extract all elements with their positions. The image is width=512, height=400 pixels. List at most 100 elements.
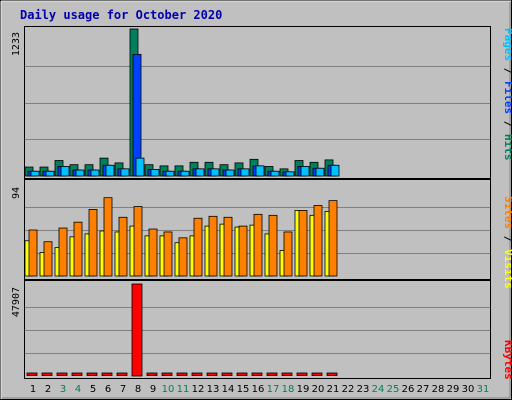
y-max-label: 47907 [11, 287, 22, 317]
x-label-day-23: 23 [357, 384, 370, 395]
x-label-day-15: 15 [237, 384, 250, 395]
x-label-day-9: 9 [150, 384, 156, 395]
bar-sites-day-9 [148, 228, 158, 277]
x-label-day-29: 29 [447, 384, 460, 395]
x-label-day-4: 4 [75, 384, 81, 395]
x-label-day-28: 28 [432, 384, 445, 395]
bar-pages-day-21 [330, 164, 340, 177]
bar-pages-day-3 [60, 166, 70, 177]
bar-kbytes-day-13 [206, 372, 218, 376]
bar-kbytes-day-8 [131, 283, 143, 377]
bar-pages-day-10 [165, 170, 175, 177]
bar-kbytes-day-4 [71, 372, 83, 376]
x-label-day-25: 25 [387, 384, 400, 395]
panel-hits-files-pages: 1233 [11, 26, 491, 179]
bar-kbytes-day-7 [116, 372, 128, 376]
bar-pages-day-2 [45, 170, 55, 177]
bar-sites-day-5 [88, 209, 98, 277]
bar-pages-day-8 [135, 157, 145, 177]
bar-sites-day-20 [313, 205, 323, 277]
x-label-day-10: 10 [162, 384, 175, 395]
series-label-sites: Sites [502, 196, 512, 229]
bar-pages-day-12 [195, 168, 205, 177]
bar-kbytes-day-11 [176, 372, 188, 376]
x-label-day-31: 31 [477, 384, 490, 395]
bar-pages-day-14 [225, 169, 235, 177]
series-label-visits: Visits [502, 249, 512, 289]
y-max-label: 1233 [11, 32, 22, 56]
x-label-day-5: 5 [90, 384, 96, 395]
bar-kbytes-day-1 [26, 372, 38, 376]
series-label-pages: Pages [502, 28, 512, 61]
bar-sites-day-3 [58, 227, 68, 277]
bar-sites-day-11 [178, 237, 188, 277]
bar-sites-day-1 [28, 229, 38, 277]
bar-kbytes-day-15 [236, 372, 248, 376]
series-labels: Pages / Files / Hits Sites / Visits KBytes [502, 28, 512, 380]
bar-pages-day-1 [30, 170, 40, 177]
bar-sites-day-7 [118, 216, 128, 277]
x-label-day-8: 8 [135, 384, 141, 395]
panel-kbytes: 47907 [11, 280, 491, 379]
bar-sites-day-17 [268, 214, 278, 277]
bar-kbytes-day-16 [251, 372, 263, 376]
series-label-kbytes: KBytes [502, 340, 512, 380]
x-label-day-11: 11 [177, 384, 190, 395]
x-label-day-18: 18 [282, 384, 295, 395]
bar-sites-day-6 [103, 197, 113, 277]
x-label-day-19: 19 [297, 384, 310, 395]
bar-kbytes-day-14 [221, 372, 233, 376]
x-label-day-7: 7 [120, 384, 126, 395]
bar-pages-day-15 [240, 168, 250, 177]
bar-kbytes-day-20 [311, 372, 323, 376]
x-label-day-2: 2 [45, 384, 51, 395]
bar-sites-day-10 [163, 231, 173, 277]
bar-kbytes-day-6 [101, 372, 113, 376]
x-label-day-30: 30 [462, 384, 475, 395]
x-label-day-27: 27 [417, 384, 430, 395]
bar-pages-day-19 [300, 166, 310, 177]
label-separator: / [502, 61, 512, 81]
panel-visits-sites: 94 [11, 179, 491, 280]
chart-panels: 1233 94 47907 [11, 26, 491, 379]
bar-sites-day-18 [283, 231, 293, 277]
y-max-label: 94 [11, 187, 22, 199]
label-separator: / [502, 229, 512, 249]
bar-kbytes-day-12 [191, 372, 203, 376]
bar-kbytes-day-5 [86, 372, 98, 376]
x-label-day-17: 17 [267, 384, 280, 395]
bar-kbytes-day-3 [56, 372, 68, 376]
bar-pages-day-13 [210, 168, 220, 177]
x-label-day-16: 16 [252, 384, 265, 395]
x-axis-labels: 1 2 3 4 5 6 7 8 9 10 11 12 13 14 15 16 17 18 19 20 21 22 23 24 2… [30, 384, 490, 395]
bar-pages-day-11 [180, 170, 190, 177]
panel-frame [24, 26, 491, 179]
bar-kbytes-day-17 [266, 372, 278, 376]
bar-pages-day-9 [150, 169, 160, 177]
bar-kbytes-day-21 [326, 372, 338, 376]
bar-pages-day-7 [120, 168, 130, 177]
bar-pages-day-5 [90, 169, 100, 177]
series-label-hits: Hits [502, 134, 512, 161]
bar-kbytes-day-10 [161, 372, 173, 376]
bar-sites-day-4 [73, 221, 83, 277]
series-label-group-0: Pages / Files / Hits [502, 28, 512, 161]
panel-frame [24, 280, 491, 379]
bar-sites-day-13 [208, 215, 218, 277]
bar-kbytes-day-2 [41, 372, 53, 376]
bar-sites-day-15 [238, 225, 248, 277]
chart-title: Daily usage for October 2020 [20, 8, 222, 22]
x-label-day-24: 24 [372, 384, 385, 395]
bar-pages-day-18 [285, 171, 295, 177]
x-label-day-26: 26 [402, 384, 415, 395]
panel-frame [24, 179, 491, 280]
bar-pages-day-16 [255, 165, 265, 177]
bar-pages-day-20 [315, 167, 325, 177]
x-label-day-21: 21 [327, 384, 340, 395]
bar-sites-day-21 [328, 200, 338, 277]
bar-sites-day-19 [298, 210, 308, 277]
bar-kbytes-day-19 [296, 372, 308, 376]
x-label-day-13: 13 [207, 384, 220, 395]
